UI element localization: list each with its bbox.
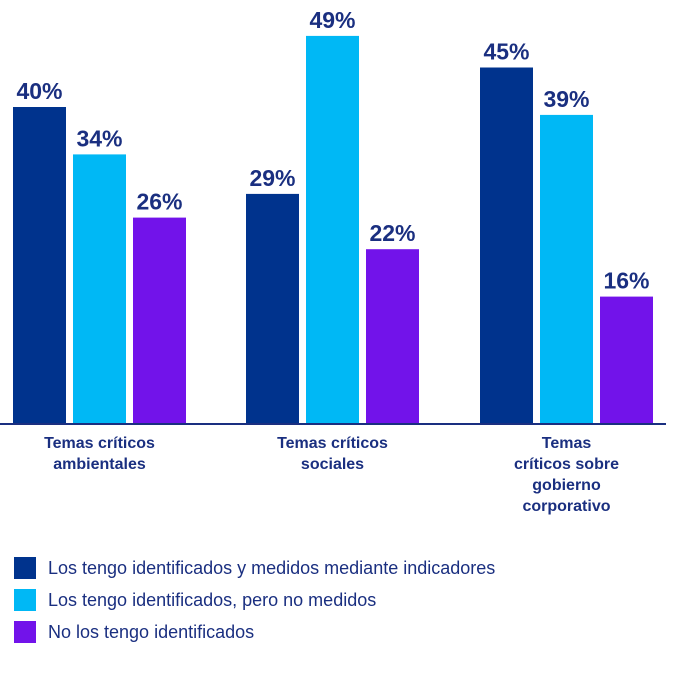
value-label-no-identificados-3: 16% (603, 268, 649, 294)
value-label-medidos-3: 45% (483, 39, 529, 65)
value-labels-layer: 40% 34% 26% 29% 49% 22% 45% 39% 16% (16, 7, 649, 294)
bar-no-medidos-1 (73, 154, 126, 423)
bars-layer (13, 35, 653, 424)
value-label-medidos-1: 40% (16, 78, 62, 104)
legend-item-medidos: Los tengo identificados y medidos median… (14, 552, 495, 584)
legend-item-no-identificados: No los tengo identificados (14, 616, 495, 648)
legend-label-no-identificados: No los tengo identificados (48, 621, 255, 642)
bar-no-identificados-2 (366, 249, 419, 423)
bar-medidos-3 (480, 67, 533, 423)
value-label-no-medidos-3: 39% (543, 86, 589, 112)
value-label-no-identificados-1: 26% (136, 189, 182, 215)
category-label-2-line-2: sociales (301, 456, 364, 473)
legend-label-medidos: Los tengo identificados y medidos median… (48, 557, 496, 578)
category-label-3-line-3: gobierno (532, 477, 601, 494)
category-label-3-line-1: Temas (542, 435, 592, 452)
bar-no-medidos-3 (540, 114, 593, 424)
category-label-3-line-2: críticos sobre (514, 456, 619, 473)
category-label-1-line-2: ambientales (53, 456, 146, 473)
value-label-no-identificados-2: 22% (369, 220, 415, 246)
category-labels-layer: Temas críticos ambientales Temas críticos s… (44, 435, 619, 515)
legend-label-no-medidos: Los tengo identificados, pero no medidos (48, 589, 377, 610)
legend-item-no-medidos: Los tengo identificados, pero no medidos (14, 584, 495, 616)
bar-no-identificados-3 (600, 296, 653, 423)
category-label-1-line-1: Temas críticos (44, 435, 155, 452)
value-label-medidos-2: 29% (249, 165, 295, 191)
bar-medidos-1 (13, 107, 66, 423)
legend: Los tengo identificados y medidos median… (14, 552, 495, 648)
legend-swatch-no-medidos (14, 589, 36, 611)
value-label-no-medidos-2: 49% (309, 7, 355, 33)
legend-swatch-no-identificados (14, 621, 36, 643)
bar-no-medidos-2 (306, 35, 359, 424)
category-label-3-line-4: corporativo (522, 498, 610, 515)
value-label-no-medidos-1: 34% (76, 125, 122, 151)
legend-swatch-medidos (14, 557, 36, 579)
bar-no-identificados-1 (133, 217, 186, 423)
bar-chart: 40% 34% 26% 29% 49% 22% 45% 39% 16% Temas crític… (0, 7, 666, 515)
bar-medidos-2 (246, 193, 299, 423)
category-label-2-line-1: Temas críticos (277, 435, 388, 452)
